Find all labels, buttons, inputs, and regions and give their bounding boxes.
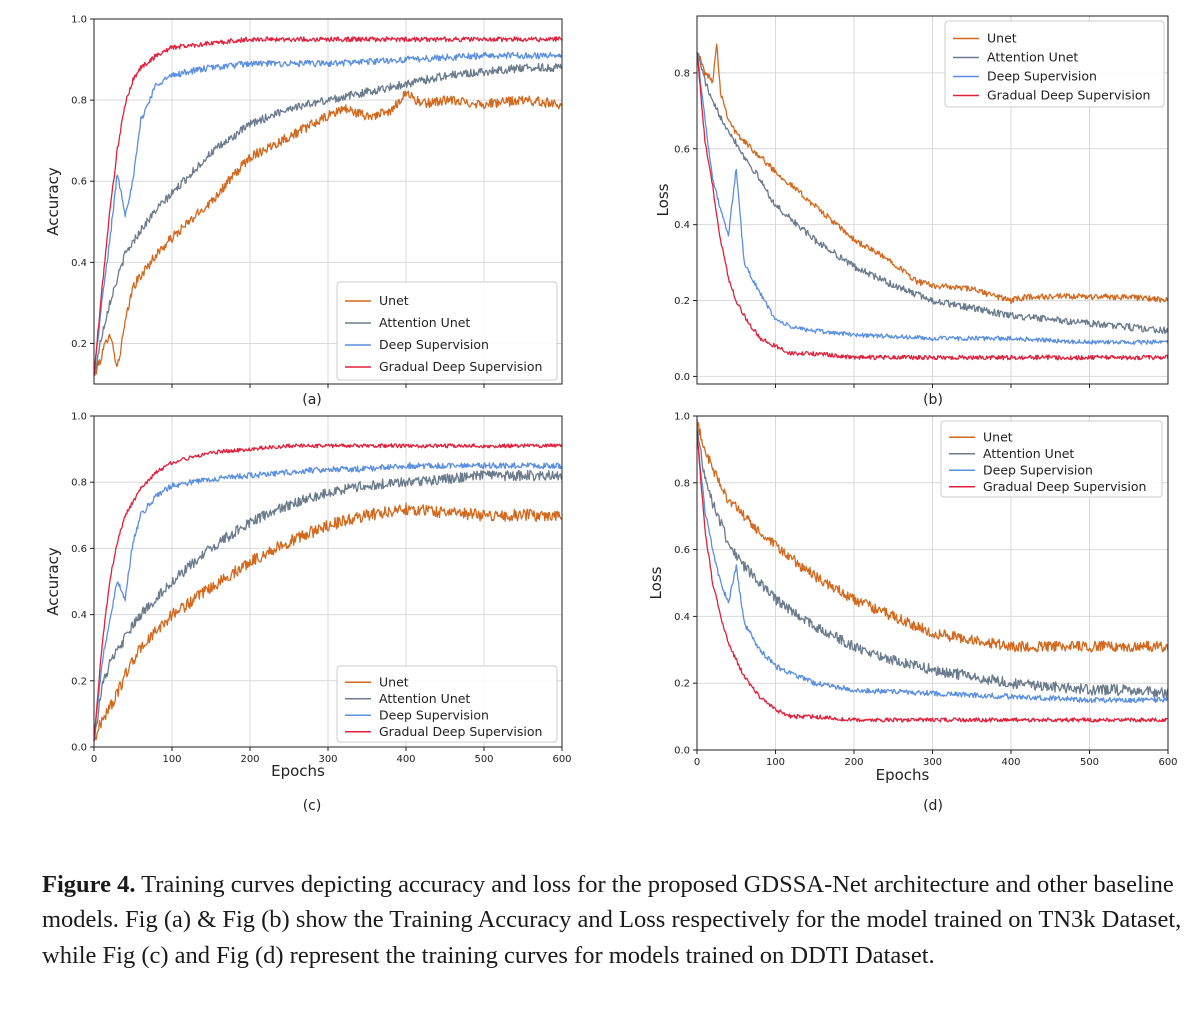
y-tick-label: 0.6 bbox=[674, 144, 690, 155]
legend-label: Unet bbox=[987, 31, 1017, 46]
y-tick-label: 0.8 bbox=[674, 68, 690, 79]
series-line-unet bbox=[696, 419, 1169, 653]
panel-label: (a) bbox=[302, 392, 322, 408]
y-tick-label: 0.8 bbox=[71, 96, 87, 107]
y-tick-label: 0.0 bbox=[71, 743, 87, 754]
legend-label: Gradual Deep Supervision bbox=[987, 88, 1150, 103]
x-tick-label: 200 bbox=[240, 754, 259, 765]
series-line-deep-supervision bbox=[696, 52, 1169, 346]
series-line-unet bbox=[93, 90, 563, 377]
y-tick-label: 0.2 bbox=[674, 296, 690, 307]
legend: Unet Attention Unet Deep Supervision Gradua… bbox=[336, 281, 558, 381]
y-tick-label: 0.8 bbox=[71, 478, 87, 489]
y-axis-label: Loss bbox=[654, 183, 672, 216]
y-tick-label: 0.6 bbox=[674, 545, 690, 556]
legend-label: Deep Supervision bbox=[987, 69, 1097, 84]
x-tick-label: 600 bbox=[552, 754, 571, 765]
x-tick-label: 0 bbox=[694, 757, 700, 768]
series-line-unet bbox=[93, 502, 563, 742]
legend-box bbox=[940, 420, 1163, 498]
series-line-attention-unet bbox=[696, 425, 1169, 699]
series-line-deep-supervision bbox=[696, 434, 1169, 704]
y-tick-label: 0.0 bbox=[674, 746, 690, 757]
x-tick-label: 200 bbox=[844, 757, 863, 768]
legend-box bbox=[336, 665, 558, 743]
legend-label: Deep Supervision bbox=[379, 337, 489, 352]
chart-panel-c: 0.0 0.2 0.4 0.6 0.8 1.0 0 100 200 300 400 500 600 Acc… bbox=[44, 412, 572, 815]
y-axis-label: Accuracy bbox=[44, 547, 62, 616]
legend: Unet Attention Unet Deep Supervision Gradua… bbox=[944, 20, 1165, 108]
y-axis-label: Loss bbox=[647, 566, 665, 599]
legend-label: Deep Supervision bbox=[983, 462, 1093, 477]
legend-label: Gradual Deep Supervision bbox=[983, 479, 1146, 494]
figure-caption-label: Figure 4. bbox=[42, 870, 136, 898]
legend-label: Attention Unet bbox=[987, 50, 1078, 65]
series-line-attention-unet bbox=[696, 52, 1169, 335]
x-axis-label: Epochs bbox=[271, 762, 325, 780]
legend-label: Attention Unet bbox=[983, 446, 1074, 461]
series-line-gradual-deep-supervision bbox=[93, 443, 563, 741]
x-tick-label: 100 bbox=[162, 754, 181, 765]
panel-label: (b) bbox=[923, 392, 943, 408]
legend-label: Attention Unet bbox=[379, 691, 470, 706]
legend-label: Gradual Deep Supervision bbox=[379, 724, 542, 739]
y-tick-label: 0.6 bbox=[71, 177, 87, 188]
x-tick-label: 300 bbox=[923, 757, 942, 768]
x-tick-label: 100 bbox=[766, 757, 785, 768]
chart-panel-d: 0.0 0.2 0.4 0.6 0.8 1.0 0 100 200 300 400 500 600 Los… bbox=[647, 412, 1178, 815]
figure-panels: 0.2 0.4 0.6 0.8 1.0 Accuracy (a) Unet Attention … bbox=[44, 15, 1178, 815]
chart-panel-b: 0.0 0.2 0.4 0.6 0.8 Loss (b) Unet Attention Unet… bbox=[654, 15, 1169, 408]
x-tick-label: 600 bbox=[1158, 757, 1177, 768]
legend-box bbox=[336, 281, 558, 381]
series-line-gradual-deep-supervision bbox=[93, 36, 563, 376]
figure-caption: Figure 4. Training curves depicting accu… bbox=[42, 867, 1182, 974]
legend-label: Deep Supervision bbox=[379, 707, 489, 722]
y-tick-label: 0.6 bbox=[71, 544, 87, 555]
series-line-attention-unet bbox=[93, 469, 563, 742]
chart-panel-a: 0.2 0.4 0.6 0.8 1.0 Accuracy (a) Unet Attention … bbox=[44, 15, 563, 408]
y-tick-label: 1.0 bbox=[674, 412, 690, 423]
y-tick-label: 0.8 bbox=[674, 478, 690, 489]
x-tick-label: 500 bbox=[1080, 757, 1099, 768]
legend-box bbox=[944, 20, 1165, 108]
y-tick-label: 0.2 bbox=[71, 339, 87, 350]
series-line-gradual-deep-supervision bbox=[696, 52, 1169, 361]
series-line-attention-unet bbox=[93, 62, 563, 375]
y-tick-label: 0.4 bbox=[71, 610, 87, 621]
panel-label: (c) bbox=[303, 798, 322, 814]
x-axis-label: Epochs bbox=[876, 766, 930, 784]
y-tick-label: 0.4 bbox=[71, 258, 87, 269]
panel-label: (d) bbox=[923, 798, 943, 814]
legend-label: Unet bbox=[983, 429, 1013, 444]
x-tick-label: 300 bbox=[318, 754, 337, 765]
x-tick-label: 0 bbox=[91, 754, 97, 765]
series-line-gradual-deep-supervision bbox=[696, 431, 1169, 723]
y-tick-label: 0.4 bbox=[674, 612, 690, 623]
legend-label: Attention Unet bbox=[379, 315, 470, 330]
y-tick-label: 0.4 bbox=[674, 220, 690, 231]
y-axis-label: Accuracy bbox=[44, 167, 62, 236]
legend-label: Unet bbox=[379, 674, 409, 689]
x-tick-label: 400 bbox=[1001, 757, 1020, 768]
y-tick-label: 1.0 bbox=[71, 412, 87, 423]
y-tick-label: 1.0 bbox=[71, 15, 87, 26]
x-tick-label: 400 bbox=[396, 754, 415, 765]
legend-label: Gradual Deep Supervision bbox=[379, 359, 542, 374]
legend-label: Unet bbox=[379, 293, 409, 308]
y-tick-label: 0.2 bbox=[71, 676, 87, 687]
figure-caption-text: Training curves depicting accuracy and l… bbox=[42, 870, 1182, 969]
y-tick-label: 0.2 bbox=[674, 679, 690, 690]
series-line-deep-supervision bbox=[93, 51, 563, 375]
series-line-unet bbox=[696, 43, 1169, 305]
x-tick-label: 500 bbox=[474, 754, 493, 765]
series-line-deep-supervision bbox=[93, 462, 563, 741]
y-tick-label: 0.0 bbox=[674, 372, 690, 383]
